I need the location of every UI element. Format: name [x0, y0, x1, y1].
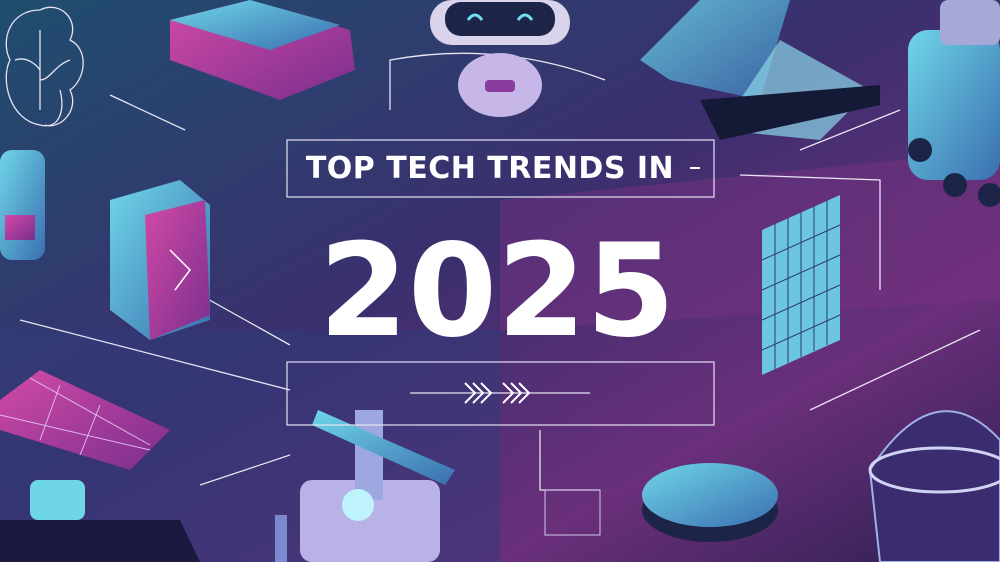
solar-panel-right: [761, 195, 841, 375]
robot: [430, 0, 570, 117]
solar-panel-left: [0, 370, 200, 562]
power-device: [110, 180, 210, 340]
brain-icon: [5, 6, 84, 127]
heading-frame: [286, 139, 715, 198]
arrow-frame: [286, 361, 715, 426]
vr-headset: [170, 0, 355, 100]
year: 2025: [319, 217, 675, 366]
heading: TOP TECH TRENDS IN: [306, 151, 674, 186]
left-robot: [0, 150, 45, 260]
tall-robot: [908, 0, 1000, 207]
robot-arm: [275, 410, 455, 562]
glass-panels: [640, 0, 880, 140]
light-plane: [500, 150, 1000, 330]
disc-device: [544, 463, 778, 542]
chevrons: [464, 382, 531, 404]
